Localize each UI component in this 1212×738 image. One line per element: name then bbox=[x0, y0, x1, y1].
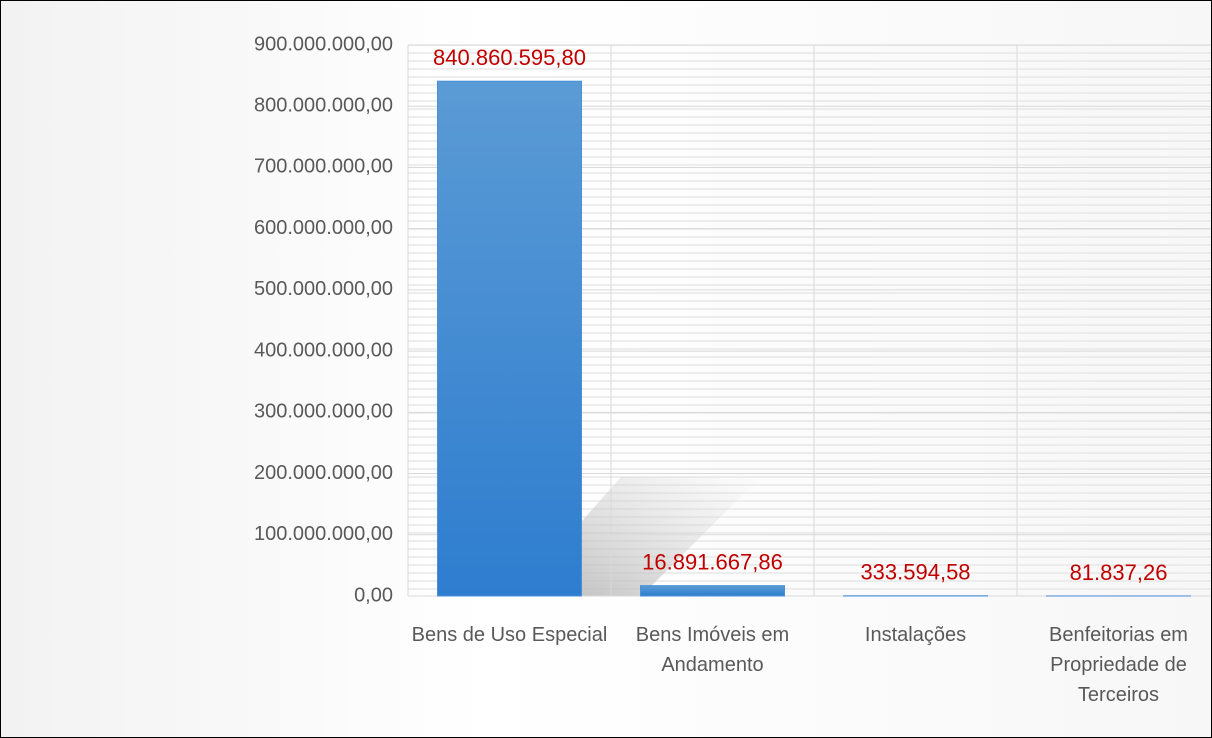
bar-shadow bbox=[582, 477, 761, 596]
y-tick-label: 100.000.000,00 bbox=[254, 523, 393, 545]
y-tick-label: 0,00 bbox=[354, 584, 393, 606]
y-tick-label: 900.000.000,00 bbox=[254, 33, 393, 55]
x-tick-label: Benfeitorias em Propriedade de Terceiros bbox=[1049, 624, 1188, 706]
y-tick-label: 200.000.000,00 bbox=[254, 462, 393, 484]
x-tick-label: Bens Imóveis em Andamento bbox=[635, 624, 790, 676]
data-label: 333.594,58 bbox=[860, 560, 970, 585]
y-tick-label: 300.000.000,00 bbox=[254, 401, 393, 423]
bar bbox=[640, 585, 785, 597]
data-label: 16.891.667,86 bbox=[642, 549, 783, 574]
data-label: 81.837,26 bbox=[1070, 560, 1168, 585]
bar bbox=[437, 80, 582, 597]
x-tick-label: Instalações bbox=[864, 624, 967, 646]
y-tick-label: 600.000.000,00 bbox=[254, 217, 393, 239]
data-label: 840.860.595,80 bbox=[433, 45, 586, 70]
y-tick-label: 400.000.000,00 bbox=[254, 339, 393, 361]
y-tick-label: 800.000.000,00 bbox=[254, 95, 393, 117]
y-tick-label: 700.000.000,00 bbox=[254, 156, 393, 178]
x-tick-label: Bens de Uso Especial bbox=[411, 624, 608, 646]
y-tick-label: 500.000.000,00 bbox=[254, 278, 393, 300]
